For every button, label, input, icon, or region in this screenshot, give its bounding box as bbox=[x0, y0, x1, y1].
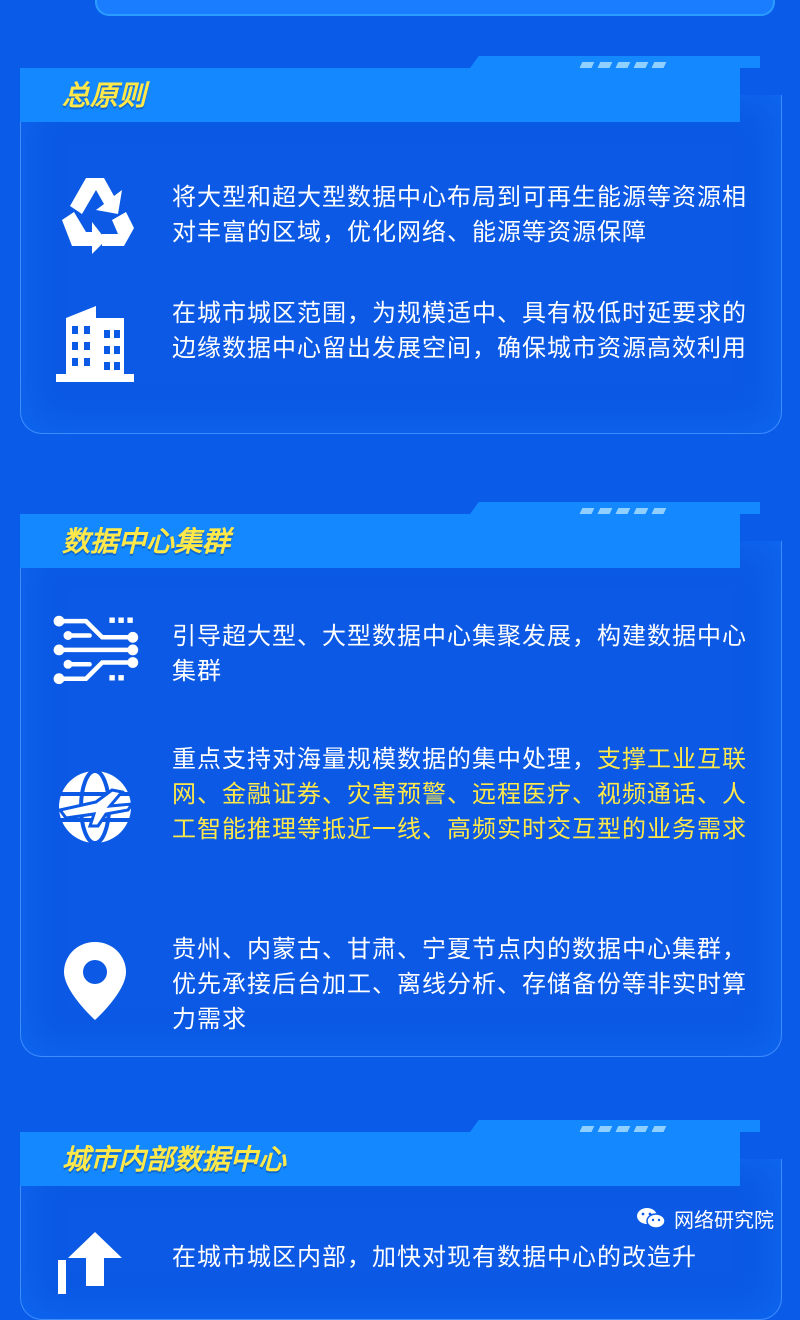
item-text: 贵州、内蒙古、甘肃、宁夏节点内的数据中心集群，优先承接后台加工、离线分析、存储备… bbox=[172, 935, 747, 1033]
network-circuit-icon bbox=[50, 604, 140, 694]
section-title: 总原则 bbox=[62, 79, 147, 112]
section-panel bbox=[20, 541, 782, 1057]
upload-arrow-icon bbox=[50, 1224, 140, 1314]
header-tab bbox=[470, 56, 760, 68]
item-text: 将大型和超大型数据中心布局到可再生能源等资源相对丰富的区域，优化网络、能源等资源… bbox=[172, 183, 747, 246]
globe-airplane-icon bbox=[50, 762, 140, 852]
watermark: 网络研究院 bbox=[636, 1203, 774, 1233]
header-tab bbox=[470, 502, 760, 514]
section-panel bbox=[20, 95, 782, 434]
section-header: 城市内部数据中心 bbox=[20, 1132, 740, 1186]
section-title: 数据中心集群 bbox=[62, 525, 231, 558]
item-text-highlight: 支撑工业互联网、金融证券、灾害预警、远程医疗、视频通话、人工智能推理等抵近一线、… bbox=[172, 745, 747, 843]
section-header: 数据中心集群 bbox=[20, 514, 740, 568]
item-text: 在城市城区范围，为规模适中、具有极低时延要求的边缘数据中心留出发展空间，确保城市… bbox=[172, 299, 747, 362]
top-banner bbox=[95, 0, 775, 16]
item-text: 重点支持对海量规模数据的集中处理，支撑工业互联网、金融证券、灾害预警、远程医疗、… bbox=[172, 742, 747, 847]
building-icon bbox=[50, 298, 140, 388]
recycle-icon bbox=[50, 168, 140, 258]
location-pin-icon bbox=[50, 936, 140, 1026]
item-text-plain: 重点支持对海量规模数据的集中处理， bbox=[172, 745, 597, 773]
watermark-text: 网络研究院 bbox=[674, 1207, 774, 1232]
wechat-icon bbox=[636, 1206, 666, 1230]
section-title: 城市内部数据中心 bbox=[62, 1143, 287, 1176]
section-header: 总原则 bbox=[20, 68, 740, 122]
item-text: 在城市城区内部，加快对现有数据中心的改造升 bbox=[172, 1243, 697, 1271]
header-tab bbox=[470, 1120, 760, 1132]
item-text: 引导超大型、大型数据中心集聚发展，构建数据中心集群 bbox=[172, 622, 747, 685]
